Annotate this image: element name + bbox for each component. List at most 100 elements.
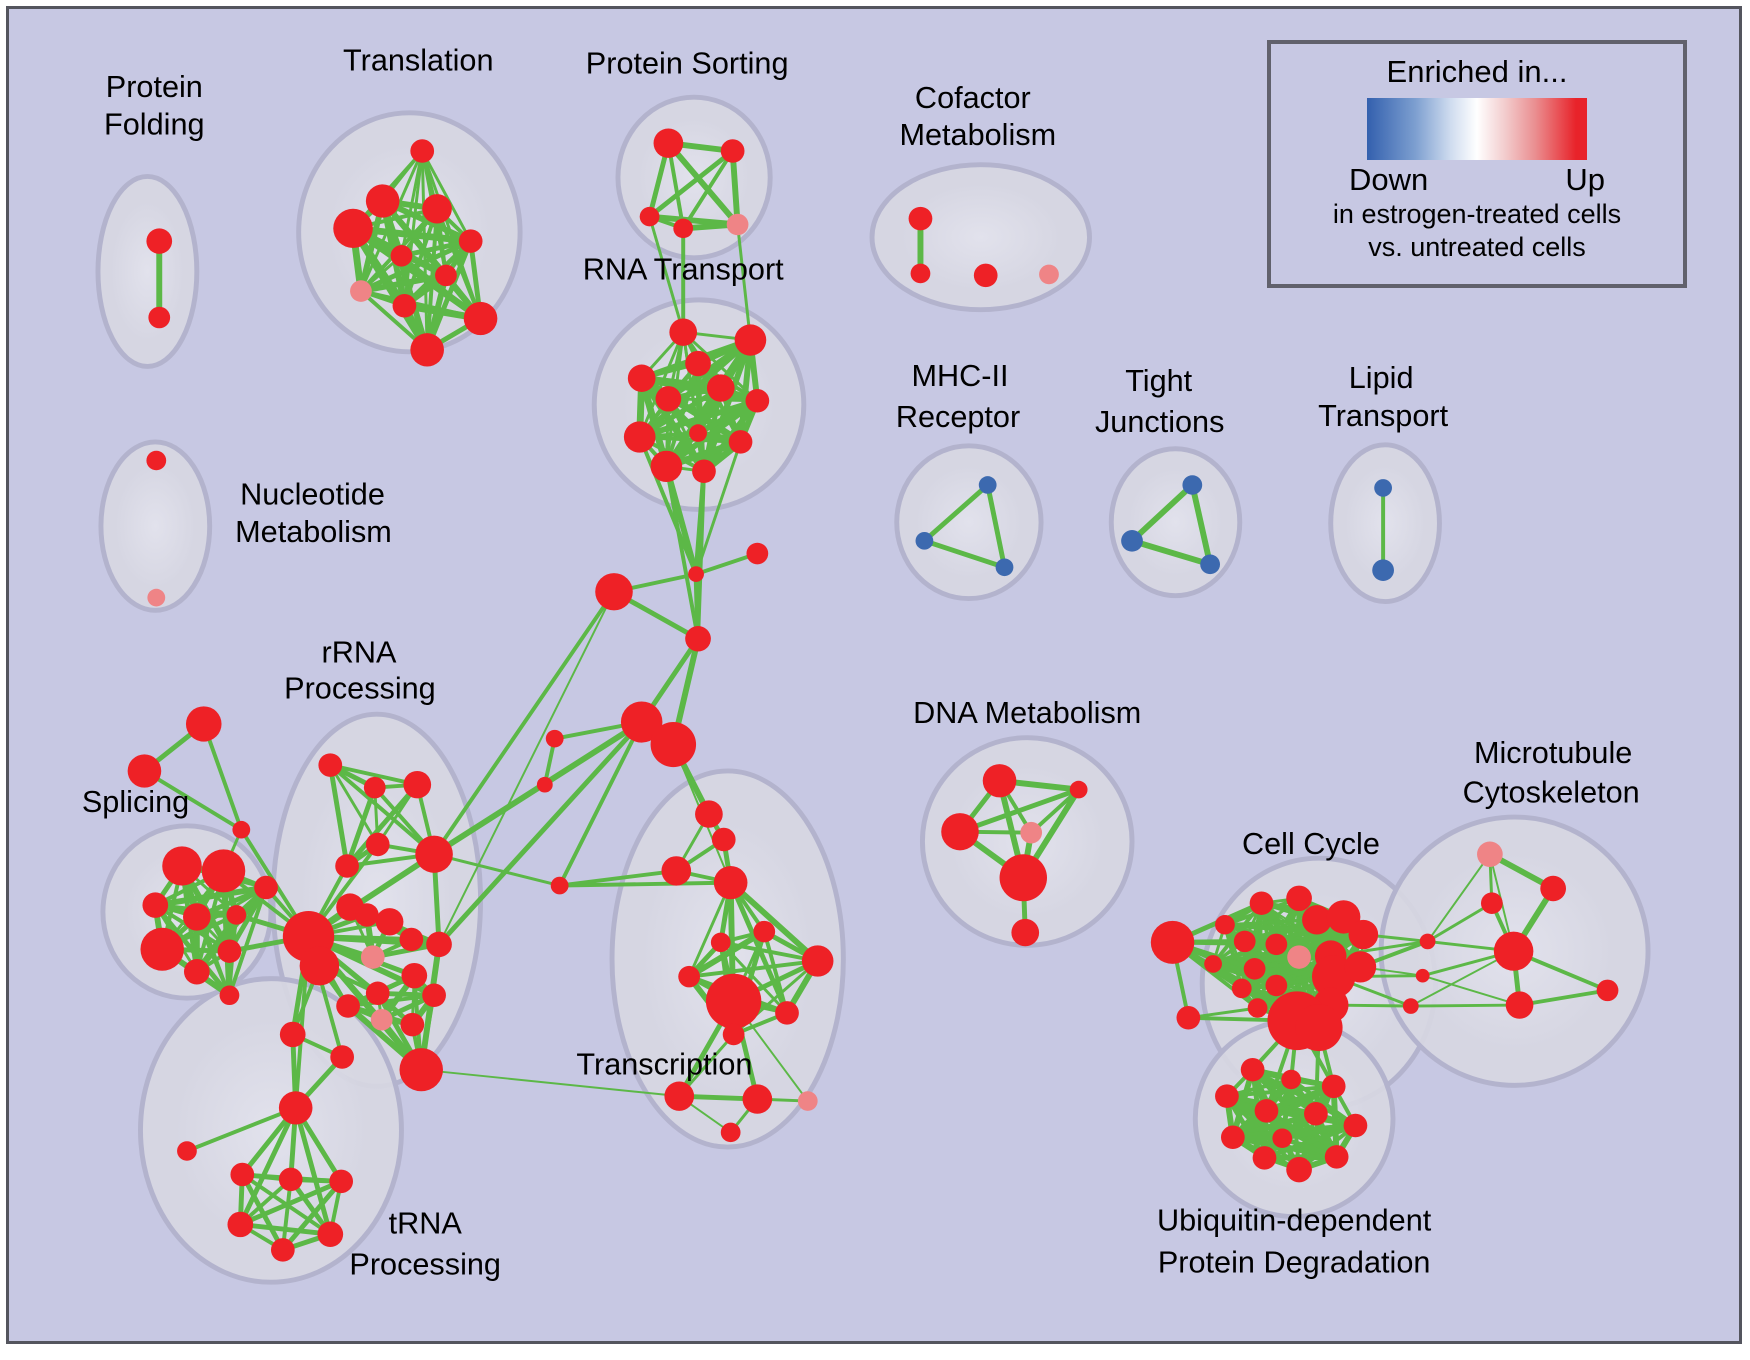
cluster-ellipse-protein-folding	[95, 174, 200, 369]
edge	[718, 940, 820, 963]
edge	[921, 482, 991, 544]
node-t5	[458, 229, 483, 253]
edge	[1517, 988, 1610, 1008]
node-tx14	[742, 1084, 773, 1114]
node-nm2	[147, 588, 166, 607]
edge	[432, 852, 562, 888]
label-cell-cycle: Cell Cycle	[1242, 827, 1380, 861]
node-rr21	[399, 1048, 443, 1092]
node-rr11	[399, 927, 424, 952]
node-cc20	[1176, 1006, 1201, 1030]
node-cc4	[1302, 905, 1332, 935]
edge	[687, 959, 820, 979]
node-rr4	[365, 832, 390, 857]
edge	[420, 1068, 681, 1098]
edge	[736, 223, 752, 342]
edge	[327, 762, 350, 869]
node-ub4	[1215, 1084, 1239, 1108]
node-t6	[390, 245, 413, 267]
label-rrna-processing: rRNA	[321, 635, 397, 669]
edge	[227, 885, 269, 998]
node-t7	[435, 264, 457, 287]
node-ub9	[1252, 1146, 1277, 1170]
edge	[957, 787, 1082, 835]
edge	[436, 719, 645, 947]
node-dn5	[999, 854, 1047, 902]
node-rt9	[728, 430, 753, 454]
node-dn1	[982, 764, 1017, 798]
node-tn_hub	[278, 1091, 313, 1125]
node-t11	[410, 333, 444, 367]
node-cc3	[1286, 885, 1312, 912]
edge	[681, 149, 735, 231]
edge	[1426, 853, 1491, 943]
label-ubiquitin-degradation: Ubiquitin-dependent	[1157, 1203, 1432, 1237]
edge	[985, 482, 1007, 570]
edge	[557, 720, 644, 888]
edge	[435, 206, 483, 321]
node-cc11	[1243, 958, 1266, 980]
node-pf2	[148, 306, 171, 329]
label-microtubule-cytoskeleton: Microtubule	[1474, 736, 1632, 770]
node-dn3	[941, 813, 979, 851]
label-tight-junctions: Junctions	[1095, 405, 1224, 439]
edge	[1129, 482, 1196, 544]
label-dna-metabolism: DNA Metabolism	[913, 696, 1141, 730]
cluster-ellipse-mhc-ii-receptor	[894, 443, 1044, 602]
node-rt10	[689, 424, 707, 442]
node-t2	[365, 184, 400, 218]
edge	[237, 1222, 333, 1237]
label-lipid-transport: Lipid	[1349, 361, 1414, 395]
node-mt2	[1480, 892, 1503, 914]
node-mt1	[1540, 875, 1566, 902]
label-tight-junctions: Tight	[1125, 364, 1193, 398]
edge	[727, 879, 821, 964]
legend-title: Enriched in...	[1386, 54, 1568, 89]
node-cc6	[1348, 919, 1379, 950]
node-ub2	[1281, 1069, 1302, 1090]
node-ps3	[639, 206, 660, 227]
edge	[666, 397, 759, 403]
node-rt3	[685, 350, 711, 377]
node-ub8	[1220, 1125, 1245, 1150]
cluster-ellipse-nucleotide-metabolism	[98, 439, 213, 613]
node-tx10	[705, 973, 762, 1029]
node-mtB	[1493, 931, 1534, 971]
node-sp1	[162, 846, 202, 886]
node-dn6	[1011, 918, 1040, 947]
node-tr1	[185, 706, 222, 742]
node-t10	[463, 301, 498, 336]
edge	[719, 940, 789, 1015]
node-rr15	[422, 983, 446, 1008]
node-dn4	[1020, 821, 1043, 844]
node-cbigA	[595, 573, 633, 611]
node-mt3	[1505, 991, 1534, 1019]
edge	[1426, 901, 1494, 943]
edge	[1421, 974, 1521, 1007]
node-tx15	[797, 1091, 818, 1111]
node-tx13	[664, 1081, 695, 1111]
node-rr5	[335, 854, 359, 878]
node-tr2	[127, 754, 162, 788]
node-ub1	[1240, 1057, 1265, 1082]
label-mhc-ii-receptor: Receptor	[896, 400, 1020, 434]
node-rr19	[279, 1021, 306, 1048]
edge	[344, 785, 378, 869]
node-cc15	[1231, 978, 1252, 999]
node-tx16	[720, 1122, 741, 1143]
node-tj1	[1182, 475, 1203, 495]
legend: Enriched in... Down Up in estrogen-treat…	[1267, 40, 1687, 288]
node-rrH2	[299, 946, 340, 986]
node-cc16	[1247, 998, 1268, 1018]
node-nm1	[146, 450, 167, 471]
node-rt11	[650, 450, 683, 483]
edge	[1262, 1123, 1358, 1161]
node-rt1	[669, 318, 698, 346]
label-transcription: Transcription	[576, 1048, 752, 1082]
edge	[420, 149, 473, 243]
node-rr3	[403, 770, 432, 799]
node-sp2	[201, 849, 246, 893]
label-mhc-ii-receptor: MHC-II	[911, 359, 1008, 393]
